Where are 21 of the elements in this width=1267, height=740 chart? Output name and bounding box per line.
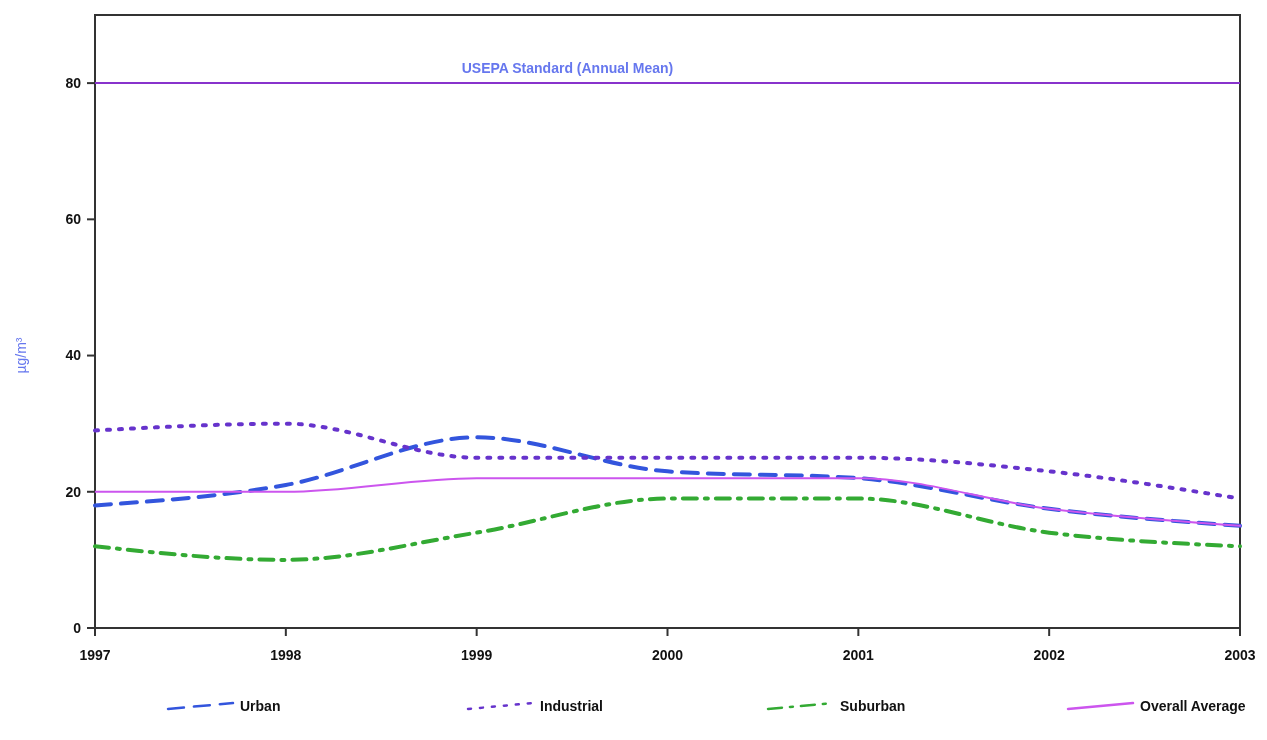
x-tick-label: 1999 (461, 647, 493, 663)
x-tick-label: 1997 (79, 647, 111, 663)
legend-label: Suburban (840, 697, 906, 714)
legend-label: Overall Average (1140, 697, 1246, 714)
x-tick-label: 2000 (651, 647, 684, 663)
line-series (93, 435, 1242, 528)
x-tick-label: 2003 (1224, 647, 1256, 663)
line-series (93, 496, 1242, 562)
y-tick-label: 80 (65, 75, 82, 92)
y-tick-label: 20 (65, 483, 82, 500)
x-tick-label: 2001 (842, 647, 875, 663)
ref-line-label: USEPA Standard (Annual Mean) (461, 60, 674, 77)
legend-label: Industrial (540, 697, 604, 714)
x-tick-label: 2002 (1033, 647, 1065, 663)
y-tick-label: 40 (65, 347, 82, 364)
legend-label: Urban (240, 697, 281, 714)
line-series (94, 477, 1241, 527)
x-tick-label: 1998 (270, 647, 302, 663)
y-tick-label: 60 (65, 211, 82, 228)
y-axis-title: µg/m³ (13, 337, 29, 374)
y-tick-label: 0 (73, 619, 82, 636)
